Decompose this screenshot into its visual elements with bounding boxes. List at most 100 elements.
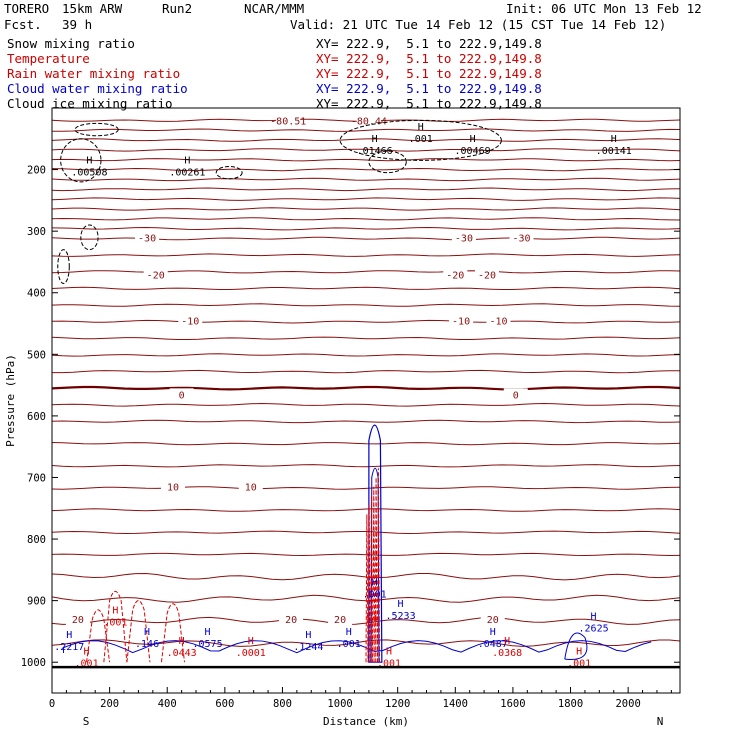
- forecast-label: Fcst.: [4, 17, 42, 32]
- label-mask: [356, 114, 381, 127]
- model-name: TORERO: [4, 1, 50, 16]
- isotherm-label: -10: [489, 316, 507, 327]
- isotherm-line: [51, 148, 681, 152]
- isotherm-line: [51, 572, 681, 581]
- isotherm-label: -20: [147, 270, 165, 281]
- x-tick-label: 1200: [385, 698, 410, 710]
- rain-contour: [86, 609, 111, 663]
- x-tick-label: 400: [158, 698, 177, 710]
- y-tick-label: 200: [27, 165, 46, 177]
- label-mask: [143, 268, 168, 281]
- maximum-value: .001: [377, 659, 401, 670]
- cloud-water-contours: [63, 424, 652, 663]
- isotherm-line: [51, 187, 681, 192]
- ice-contour: [60, 138, 102, 183]
- isotherm-label: 20: [72, 615, 84, 626]
- legend-snow-xy: XY= 222.9, 5.1 to 222.9,149.8: [316, 36, 542, 51]
- rain-contour: [103, 590, 128, 663]
- legend-rain: Rain water mixing ratio: [7, 66, 181, 81]
- valid-time: Valid: 21 UTC Tue 14 Feb 12 (15 CST Tue …: [290, 17, 667, 32]
- maximum-value: .0001: [236, 648, 266, 659]
- x-tick-label: 1600: [500, 698, 525, 710]
- y-tick-label: 700: [27, 472, 46, 484]
- maximum-value: .001: [363, 590, 387, 601]
- label-mask: [474, 268, 499, 281]
- isotherm-line: [51, 464, 681, 468]
- label-mask: [276, 114, 301, 127]
- maximum-value: .001: [409, 134, 433, 145]
- isotherm-label: 20: [334, 615, 346, 626]
- y-tick-label: 600: [27, 411, 46, 423]
- maximum-marker: H: [591, 611, 597, 622]
- maximum-value: .0443: [167, 648, 197, 659]
- y-tick-label: 800: [27, 534, 46, 546]
- legend-cloud-ice-xy: XY= 222.9, 5.1 to 222.9,149.8: [316, 96, 542, 111]
- legend-cloud-ice: Cloud ice mixing ratio: [7, 96, 173, 111]
- ice-contour: [215, 166, 243, 180]
- label-mask: [451, 231, 476, 244]
- isotherm-label: -10: [452, 316, 470, 327]
- rain-contour: [126, 600, 151, 663]
- resolution-label: 15km ARW: [62, 1, 123, 16]
- y-tick-label: 500: [27, 349, 46, 361]
- isotherm-line: [52, 369, 681, 374]
- isotherm-line: [51, 402, 681, 407]
- label-mask: [160, 480, 185, 493]
- isotherm-line: [51, 530, 681, 535]
- isotherm-line: [51, 286, 681, 290]
- y-tick-label: 1000: [21, 657, 46, 669]
- temperature-contours: [51, 114, 681, 647]
- isotherm-line: [51, 508, 681, 512]
- maximum-value: .00141: [596, 146, 632, 157]
- rain-contour: [370, 495, 374, 663]
- maximum-value: .5233: [386, 611, 416, 622]
- maximum-marker: H: [205, 627, 211, 638]
- isotherm-label: 20: [285, 615, 297, 626]
- maximum-marker: H: [398, 599, 404, 610]
- label-mask: [443, 268, 468, 281]
- maximum-marker: H: [184, 156, 190, 167]
- north-label: N: [657, 715, 664, 728]
- rain-contour: [365, 514, 369, 663]
- maximum-value: .01466: [357, 146, 393, 157]
- label-mask: [178, 314, 203, 327]
- maximum-marker: H: [611, 134, 617, 145]
- legend-cloud-water: Cloud water mixing ratio: [7, 81, 188, 96]
- isotherm-line: [51, 177, 681, 182]
- maximum-value: .00469: [455, 146, 491, 157]
- maximum-value: .001: [103, 617, 127, 628]
- label-mask: [169, 388, 194, 401]
- isotherm-label: 10: [245, 483, 257, 494]
- isotherm-label: -10: [181, 316, 199, 327]
- cloud-water-tower: [368, 424, 383, 663]
- maximum-value: .00261: [169, 168, 205, 179]
- label-mask: [279, 613, 304, 626]
- maximum-marker: H: [504, 636, 510, 647]
- isotherm-label: 20: [487, 615, 499, 626]
- maximum-marker: H: [372, 578, 378, 589]
- rain-contour: [160, 603, 186, 663]
- maximum-marker: H: [386, 647, 392, 658]
- x-tick-label: 800: [273, 698, 292, 710]
- legend-temperature-xy: XY= 222.9, 5.1 to 222.9,149.8: [316, 51, 542, 66]
- x-tick-label: 200: [100, 698, 119, 710]
- rain-contours: [86, 468, 381, 663]
- rain-contour: [377, 468, 381, 663]
- isotherm-line: [51, 167, 681, 172]
- maximum-marker: H: [576, 647, 582, 658]
- maximum-value: .001: [567, 659, 591, 670]
- maximum-value: .00508: [71, 168, 107, 179]
- south-label: S: [83, 715, 90, 728]
- maximum-value: .0368: [492, 648, 522, 659]
- isotherm-label: 10: [167, 483, 179, 494]
- maximum-value: .0575: [193, 639, 223, 650]
- isotherm-label: 0: [179, 390, 185, 401]
- ice-contour: [80, 224, 99, 251]
- axes: [51, 107, 681, 694]
- isotherm-label: -20: [478, 270, 496, 281]
- isotherm-line: [51, 207, 681, 211]
- isotherm-label: -30: [138, 233, 156, 244]
- isotherm-line: [51, 442, 681, 446]
- init-time: Init: 06 UTC Mon 13 Feb 12: [506, 1, 702, 16]
- ice-contour: [368, 150, 407, 174]
